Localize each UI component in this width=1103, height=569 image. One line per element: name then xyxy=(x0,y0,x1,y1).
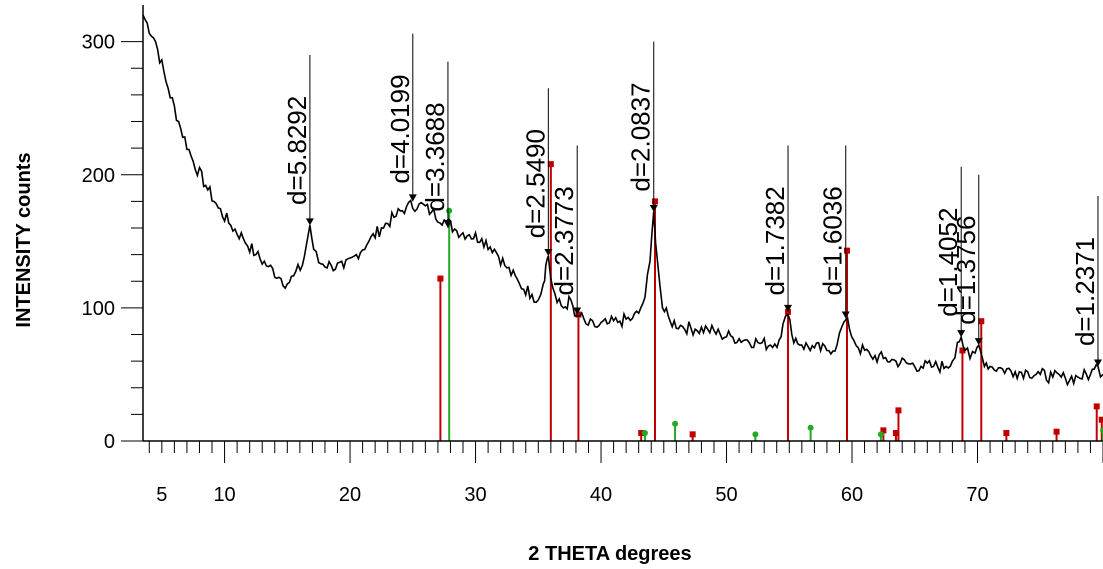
peak-label: d=2.0837 xyxy=(626,82,656,191)
x-tick-label: 20 xyxy=(339,484,361,506)
peak-label: d=1.3756 xyxy=(951,216,981,325)
ref-green-marker xyxy=(641,430,648,437)
ref-green-marker xyxy=(752,431,759,438)
ref-red-marker xyxy=(652,198,658,205)
ref-green-marker xyxy=(672,420,679,427)
ref-red-marker xyxy=(547,161,554,168)
peak-label: d=5.8292 xyxy=(282,96,312,205)
x-tick-label: 5 xyxy=(156,484,167,506)
peak-marker xyxy=(573,307,582,315)
peak-marker xyxy=(784,304,793,312)
axes: 5 10 20 30 40 50 60 70 0 100 200 300 xyxy=(82,5,1103,506)
peak-marker xyxy=(841,311,850,319)
peak-marker xyxy=(544,248,553,256)
ref-red-marker xyxy=(1053,428,1060,435)
ref-red-marker xyxy=(1093,403,1100,410)
reference-lines-green xyxy=(446,207,1103,441)
ref-red-marker xyxy=(844,247,850,254)
pattern-curve xyxy=(142,14,1103,387)
peak-label: d=1.7382 xyxy=(760,186,790,295)
peak-marker xyxy=(957,330,966,338)
ref-green-marker xyxy=(807,424,814,431)
peak-label: d=2.5490 xyxy=(520,129,550,238)
ref-red-marker xyxy=(959,347,966,354)
ref-red-marker xyxy=(978,318,985,325)
x-tick-label: 70 xyxy=(966,484,988,506)
ref-red-marker xyxy=(892,430,899,437)
y-tick-label: 200 xyxy=(82,165,115,187)
ref-red-marker xyxy=(880,427,887,434)
peak-label: d=3.3688 xyxy=(420,102,450,211)
peak-label: d=1.4052 xyxy=(933,208,963,317)
peak-label: d=4.0199 xyxy=(385,74,415,183)
ref-green-marker xyxy=(1100,427,1103,434)
ref-red-marker xyxy=(638,430,645,437)
peak-marker xyxy=(1093,359,1102,367)
x-tick-label: 60 xyxy=(841,484,863,506)
peak-marker xyxy=(408,194,417,202)
peak-marker xyxy=(305,218,314,226)
peak-label: d=1.6036 xyxy=(818,186,848,295)
peak-marker xyxy=(443,221,452,228)
peak-label: d=2.3773 xyxy=(549,186,579,295)
x-tick-label: 50 xyxy=(715,484,737,506)
y-axis-title: INTENSITY counts xyxy=(13,152,35,327)
x-tick-label: 30 xyxy=(464,484,486,506)
y-tick-label: 300 xyxy=(82,32,115,54)
peak-annotations: d=5.8292 d=4.0199 d=3.3688 d=2.5490d=2.3773… xyxy=(282,33,1102,367)
peak-marker xyxy=(974,338,983,346)
x-tick-label: 40 xyxy=(590,484,612,506)
diffraction-pattern xyxy=(142,14,1103,387)
peak-label: d=1.2371 xyxy=(1070,237,1100,346)
y-tick-label: 100 xyxy=(82,298,115,320)
ref-red-marker xyxy=(895,407,902,414)
ref-red-marker xyxy=(689,431,696,438)
x-axis-title: 2 THETA degrees xyxy=(528,543,691,565)
x-tick-label: 10 xyxy=(213,484,235,506)
ref-red-marker xyxy=(1098,416,1103,423)
ref-red-marker xyxy=(437,275,444,282)
y-tick-label: 0 xyxy=(104,431,115,453)
peak-marker xyxy=(649,205,658,213)
ref-red-marker xyxy=(1003,430,1010,437)
ref-green-marker xyxy=(877,431,884,438)
ref-red-marker xyxy=(575,311,582,318)
